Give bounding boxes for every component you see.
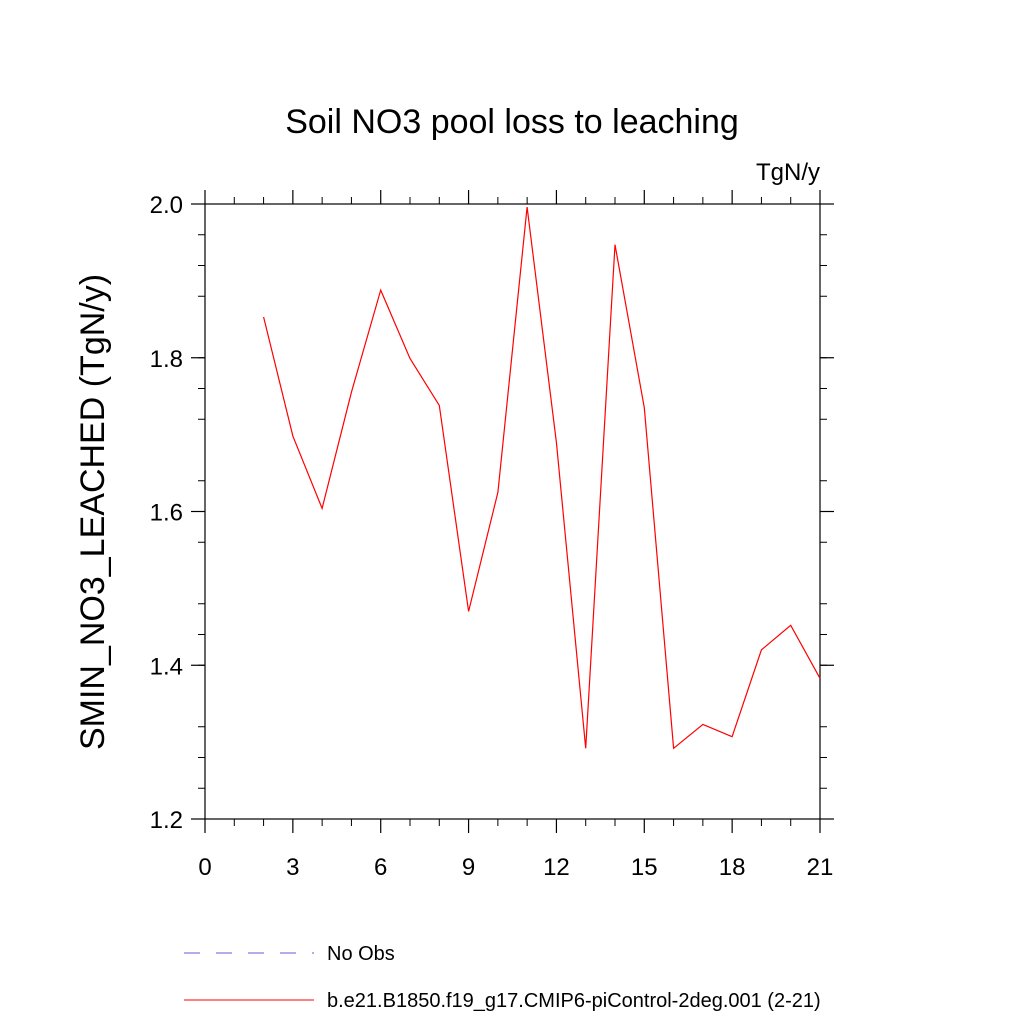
series-line <box>263 207 821 750</box>
series-layer <box>263 207 821 750</box>
x-tick-label: 15 <box>631 854 658 881</box>
x-tick-label: 3 <box>286 854 299 881</box>
x-tick-label: 12 <box>543 854 570 881</box>
legend: No Obs b.e21.B1850.f19_g17.CMIP6-piContro… <box>184 943 821 1012</box>
legend-label: b.e21.B1850.f19_g17.CMIP6-piControl-2deg… <box>327 990 821 1012</box>
y-tick-label: 1.4 <box>150 653 183 680</box>
x-tick-label: 6 <box>374 854 387 881</box>
chart-title: Soil NO3 pool loss to leaching <box>285 103 739 141</box>
y-tick-label: 1.2 <box>150 807 183 834</box>
x-tick-label: 18 <box>719 854 746 881</box>
x-tick-label: 9 <box>462 854 475 881</box>
x-tick-label: 21 <box>807 854 834 881</box>
y-tick-label: 2.0 <box>150 192 183 219</box>
plot-frame <box>204 203 821 820</box>
ticks-layer: 0 3 6 9 12 15 18 21 1.2 1.4 1.6 1.8 2.0 <box>150 190 834 881</box>
units-label: TgN/y <box>756 159 820 186</box>
y-tick-label: 1.8 <box>150 346 183 373</box>
y-axis-title: SMIN_NO3_LEACHED (TgN/y) <box>74 274 112 750</box>
legend-label: No Obs <box>327 943 395 965</box>
x-tick-label: 0 <box>198 854 211 881</box>
y-tick-label: 1.6 <box>150 500 183 527</box>
